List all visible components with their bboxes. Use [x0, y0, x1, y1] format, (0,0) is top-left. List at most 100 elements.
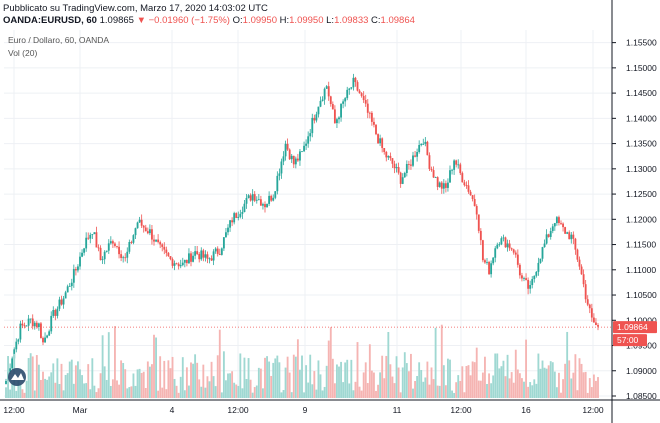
candle-body [245, 197, 248, 204]
low-label: L: [326, 15, 335, 26]
candle-body [136, 222, 139, 229]
candle-body [138, 219, 141, 223]
candle-body [56, 308, 59, 316]
volume-bar [48, 376, 51, 398]
candle-body [375, 124, 377, 135]
volume-bar [492, 375, 495, 398]
candle-body [153, 239, 155, 242]
candle-body [418, 144, 421, 152]
candle-body [537, 262, 540, 272]
candle-body [479, 230, 482, 241]
volume-bar [56, 358, 59, 398]
candle-body [167, 252, 170, 257]
candle-body [453, 160, 456, 170]
candle-body [81, 252, 83, 257]
candle-body [576, 249, 579, 260]
open-value: 1.09950 [242, 15, 277, 26]
candle-body [204, 254, 207, 258]
volume-bar [595, 380, 597, 398]
candle-body [389, 155, 392, 159]
volume-bar [412, 388, 414, 398]
candle-body [212, 251, 215, 261]
x-tick-label: 9 [303, 405, 308, 415]
volume-bar [321, 390, 324, 398]
volume-bar [358, 386, 361, 398]
candle-body [471, 195, 474, 200]
volume-bar [148, 366, 151, 398]
candle-body [327, 86, 330, 97]
volume-bar [459, 380, 462, 398]
volume-bar [570, 378, 573, 398]
candle-body [74, 269, 77, 271]
volume-bar [301, 355, 303, 398]
y-tick-label: 1.12500 [626, 189, 657, 199]
candle-body [426, 141, 429, 156]
candle-body [251, 194, 254, 201]
volume-bar [183, 390, 186, 398]
volume-bar [105, 379, 108, 398]
volume-bar [572, 372, 575, 398]
candle-body [385, 151, 388, 158]
candle-body [266, 203, 268, 208]
volume-bar [514, 349, 517, 398]
x-tick-label: 4 [170, 405, 175, 415]
candle-body [181, 262, 184, 266]
volume-bar [496, 353, 499, 398]
volume-bar [206, 376, 209, 398]
volume-bar [255, 385, 258, 398]
volume-bar [541, 360, 544, 398]
volume-bar [116, 380, 118, 398]
candle-body [362, 95, 365, 101]
volume-bar [442, 365, 445, 398]
volume-bar [208, 381, 211, 398]
candle-body [179, 265, 182, 267]
candle-body [227, 227, 229, 233]
volume-bar [237, 385, 240, 398]
candle-body [336, 119, 338, 124]
volume-bar [455, 382, 458, 398]
candle-body [54, 310, 57, 316]
volume-bar [370, 370, 373, 398]
candle-body [188, 253, 190, 264]
candle-body [262, 204, 264, 206]
candle-body [114, 243, 116, 246]
candle-body [130, 242, 133, 243]
volume-bar [264, 357, 266, 398]
volume-bar [83, 383, 86, 398]
volume-bar [506, 354, 509, 398]
volume-bar [109, 385, 112, 398]
candle-body [282, 156, 285, 162]
candle-body [455, 160, 458, 165]
y-tick-label: 1.12000 [626, 214, 657, 224]
candle-body [323, 88, 326, 100]
candle-body [590, 308, 593, 318]
volume-bar [336, 364, 338, 398]
chart-header: Pubblicato su TradingView.com, Marzo 17,… [0, 0, 660, 28]
volume-bar [551, 362, 554, 398]
x-tick-label: 12:00 [227, 405, 249, 415]
volume-bar [229, 373, 231, 398]
volume-bar [17, 380, 20, 398]
volume-bar [586, 392, 589, 398]
candle-body [572, 234, 575, 239]
candle-body [126, 251, 129, 258]
volume-bar [319, 374, 322, 398]
volume-bar [171, 356, 174, 398]
candle-body [545, 234, 548, 244]
candle-body [570, 234, 573, 240]
volume-bar [159, 356, 162, 398]
candle-body [79, 256, 81, 267]
candle-body [46, 335, 49, 338]
candle-body [27, 318, 30, 326]
volume-bar [85, 383, 88, 398]
candle-body [299, 151, 301, 161]
candle-body [364, 100, 367, 104]
volume-bar [498, 368, 501, 398]
volume-bar [46, 379, 49, 398]
candle-body [305, 143, 308, 146]
candle-body [582, 274, 585, 285]
candle-body [202, 250, 205, 258]
volume-bar [140, 372, 143, 398]
candle-body [169, 256, 172, 260]
